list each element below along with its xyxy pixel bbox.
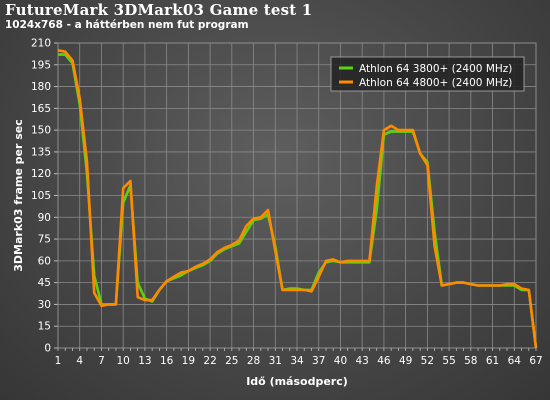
x-tick-label: 25	[225, 355, 238, 367]
x-tick-label: 7	[98, 355, 105, 367]
x-tick-label: 58	[464, 355, 477, 367]
y-tick-label: 30	[38, 299, 51, 311]
y-tick-label: 195	[31, 59, 51, 71]
legend-entry-2: Athlon 64 4800+ (2400 MHz)	[359, 77, 512, 89]
y-tick-label: 90	[38, 212, 51, 224]
y-tick-label: 135	[31, 146, 51, 158]
x-tick-label: 37	[312, 355, 325, 367]
x-tick-label: 4	[76, 355, 83, 367]
x-tick-label: 13	[138, 355, 151, 367]
y-tick-label: 75	[38, 234, 51, 246]
series-lines	[57, 49, 538, 349]
x-tick-labels: 1 4 7 10 13 16 19 22 25 28 31 34 37 40 43 46 49 52 55 58 61 6…	[55, 355, 543, 367]
x-tick-label: 34	[290, 355, 304, 367]
x-tick-label: 49	[399, 355, 412, 367]
x-tick-label: 52	[421, 355, 434, 367]
y-tick-label: 180	[31, 81, 51, 93]
y-tick-labels: 0 15 30 45 60 75 90 105 120 135 150 165 180 195 210	[31, 38, 51, 355]
x-tick-label: 61	[486, 355, 499, 367]
y-tick-label: 210	[31, 38, 51, 50]
x-axis-label: Idő (másodperc)	[246, 375, 348, 388]
x-tick-label: 64	[508, 355, 522, 367]
y-tick-label: 105	[31, 190, 51, 202]
y-tick-label: 15	[38, 321, 51, 333]
y-tick-label: 60	[38, 255, 51, 267]
x-tick-label: 55	[442, 355, 455, 367]
series-line-2	[57, 49, 538, 349]
y-tick-label: 45	[38, 277, 51, 289]
x-tick-label: 43	[355, 355, 368, 367]
x-tick-label: 31	[269, 355, 282, 367]
x-tick-label: 22	[203, 355, 216, 367]
x-tick-label: 67	[529, 355, 542, 367]
x-tick-label: 16	[160, 355, 174, 367]
x-tick-label: 10	[116, 355, 129, 367]
x-tick-label: 40	[334, 355, 347, 367]
y-tick-label: 150	[31, 125, 51, 137]
chart-subtitle: 1024x768 - a háttérben nem fut program	[5, 19, 249, 31]
chart-title: FutureMark 3DMark03 Game test 1	[5, 1, 313, 19]
y-tick-label: 0	[44, 343, 51, 355]
y-tick-label: 120	[31, 168, 51, 180]
y-tick-label: 165	[31, 103, 51, 115]
legend: Athlon 64 3800+ (2400 MHz) Athlon 64 4800…	[330, 56, 525, 92]
x-tick-label: 28	[247, 355, 260, 367]
y-axis-label: 3DMark03 frame per sec	[12, 119, 25, 272]
legend-entry-1: Athlon 64 3800+ (2400 MHz)	[359, 63, 512, 75]
legend-box	[330, 56, 525, 92]
gridlines	[54, 42, 537, 351]
x-tick-label: 19	[182, 355, 195, 367]
x-tick-label: 1	[55, 355, 62, 367]
x-tick-label: 46	[377, 355, 391, 367]
